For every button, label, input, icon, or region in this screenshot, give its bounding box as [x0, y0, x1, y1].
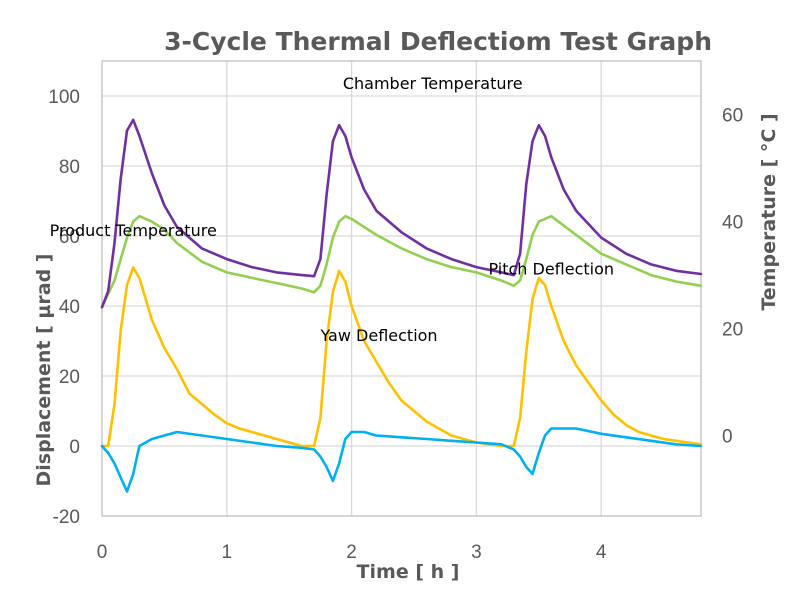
x-tick-label: 2 — [346, 542, 357, 563]
annotation-label: Pitch Deflection — [488, 260, 614, 279]
y-tick-labels: -20 0 20 40 60 80 100 — [48, 87, 80, 528]
y2-tick-label: 60 — [722, 106, 743, 127]
y-tick-label: 0 — [69, 437, 80, 458]
y-tick-label: 40 — [59, 297, 80, 318]
series-layer — [100, 118, 703, 493]
series-line-pitch-deflection — [100, 266, 703, 448]
plot-frame — [101, 60, 702, 517]
gridlines — [102, 61, 701, 516]
y2-tick-label: 40 — [722, 213, 743, 234]
annotation-label: Product Temperature — [50, 221, 217, 240]
series-line-yaw-deflection — [100, 427, 703, 493]
y2-tick-label: 0 — [722, 427, 733, 448]
x-tick-label: 1 — [222, 542, 233, 563]
x-tick-label: 4 — [596, 542, 607, 563]
y-tick-label: -20 — [53, 507, 80, 528]
chart-title: 3-Cycle Thermal Deflectiom Test Graph — [164, 27, 712, 56]
y2-tick-labels: 0 20 40 60 — [722, 106, 743, 448]
y-tick-label: 60 — [59, 227, 80, 248]
annotations: Chamber Temperature Product Temperature Pi… — [50, 74, 614, 345]
series-line-product-temperature — [100, 214, 703, 309]
y-tick-label: 20 — [59, 367, 80, 388]
y-tick-label: 80 — [59, 157, 80, 178]
x-axis-title: Time [ h ] — [357, 561, 460, 583]
x-tick-labels: 0 1 2 3 4 — [97, 542, 607, 563]
x-tick-label: 0 — [97, 542, 108, 563]
annotation-label: Chamber Temperature — [343, 74, 523, 93]
annotation-label: Yaw Deflection — [319, 326, 437, 345]
y-axis-title: Displacement [ µrad ] — [33, 254, 55, 487]
y2-tick-label: 20 — [722, 320, 743, 341]
series-line-chamber-temperature — [100, 118, 703, 309]
y2-axis-title: Temperature [ °C ] — [758, 113, 780, 310]
y-tick-label: 100 — [48, 87, 80, 108]
x-tick-label: 3 — [471, 542, 482, 563]
